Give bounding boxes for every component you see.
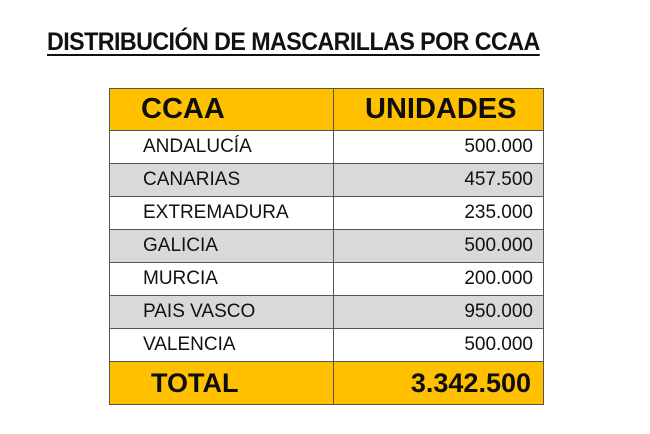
unidades-cell: 500.000 <box>333 130 544 164</box>
table-header-row: CCAA UNIDADES <box>109 88 544 131</box>
unidades-cell: 457.500 <box>333 163 544 197</box>
unidades-cell: 950.000 <box>333 295 544 329</box>
table-row: EXTREMADURA 235.000 <box>109 196 544 230</box>
ccaa-cell: CANARIAS <box>109 163 334 197</box>
ccaa-cell: GALICIA <box>109 229 334 263</box>
ccaa-cell: MURCIA <box>109 262 334 296</box>
ccaa-cell: EXTREMADURA <box>109 196 334 230</box>
ccaa-cell: ANDALUCÍA <box>109 130 334 164</box>
unidades-cell: 235.000 <box>333 196 544 230</box>
column-header-unidades: UNIDADES <box>333 88 544 131</box>
column-header-ccaa: CCAA <box>109 88 334 131</box>
table-total-row: TOTAL 3.342.500 <box>109 361 544 405</box>
unidades-cell: 500.000 <box>333 328 544 362</box>
table-row: MURCIA 200.000 <box>109 262 544 296</box>
table-row: PAIS VASCO 950.000 <box>109 295 544 329</box>
total-label: TOTAL <box>109 361 334 405</box>
page-title: DISTRIBUCIÓN DE MASCARILLAS POR CCAA <box>47 28 540 56</box>
ccaa-cell: PAIS VASCO <box>109 295 334 329</box>
total-value: 3.342.500 <box>333 361 544 405</box>
ccaa-cell: VALENCIA <box>109 328 334 362</box>
distribution-table: CCAA UNIDADES ANDALUCÍA 500.000 CANARIAS… <box>109 88 544 405</box>
table-row: GALICIA 500.000 <box>109 229 544 263</box>
table-row: CANARIAS 457.500 <box>109 163 544 197</box>
unidades-cell: 500.000 <box>333 229 544 263</box>
table-row: ANDALUCÍA 500.000 <box>109 130 544 164</box>
unidades-cell: 200.000 <box>333 262 544 296</box>
table-row: VALENCIA 500.000 <box>109 328 544 362</box>
